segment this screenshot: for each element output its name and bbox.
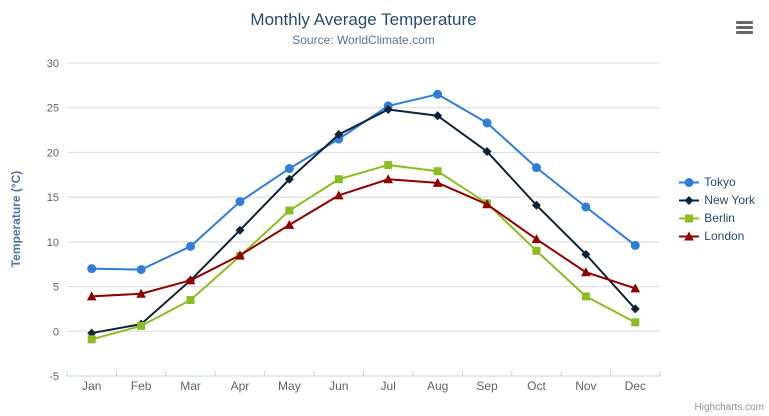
data-point-berlin-aug[interactable] [433, 167, 442, 176]
data-point-tokyo-oct[interactable] [531, 163, 541, 173]
x-axis-label: Feb [131, 379, 152, 393]
data-point-berlin-nov[interactable] [581, 292, 590, 301]
x-axis-label: Dec [625, 379, 646, 393]
export-menu-button[interactable] [736, 21, 753, 34]
data-point-london-may[interactable] [284, 219, 295, 229]
y-axis-label: 15 [47, 192, 59, 204]
legend-item-tokyo[interactable]: Tokyo [679, 175, 755, 189]
series-line-berlin [90, 163, 637, 341]
legend: Tokyo New York Berlin London [679, 175, 755, 243]
hamburger-menu-icon [736, 26, 753, 29]
x-axis-label: Jan [82, 379, 101, 393]
legend-marker-circle-icon [679, 177, 700, 187]
data-point-berlin-feb[interactable] [137, 321, 146, 330]
legend-label: Tokyo [704, 175, 736, 189]
hamburger-menu-icon [736, 21, 753, 24]
data-point-new-york-jun[interactable] [334, 130, 344, 140]
data-point-new-york-dec[interactable] [630, 304, 640, 314]
chart-title: Monthly Average Temperature [250, 10, 477, 29]
data-point-berlin-dec[interactable] [631, 318, 640, 327]
data-point-tokyo-may[interactable] [284, 164, 294, 174]
data-point-tokyo-mar[interactable] [186, 241, 196, 251]
y-axis-label: 5 [53, 282, 59, 294]
data-point-london-apr[interactable] [235, 250, 245, 260]
y-axis-label: 30 [47, 58, 59, 70]
legend-marker-shape [684, 177, 694, 187]
data-point-new-york-oct[interactable] [531, 200, 541, 210]
data-point-berlin-may[interactable] [285, 206, 294, 215]
legend-marker-square-icon [679, 214, 700, 222]
legend-item-london[interactable]: London [679, 229, 755, 243]
data-point-berlin-oct[interactable] [532, 246, 541, 255]
data-point-london-jan[interactable] [86, 291, 97, 301]
x-axis-label: Nov [575, 379, 596, 393]
data-point-new-york-jul[interactable] [383, 105, 393, 115]
legend-label: New York [704, 193, 755, 207]
y-axis-label: 10 [47, 237, 59, 249]
x-axis-label: Oct [527, 379, 546, 393]
data-point-new-york-nov[interactable] [581, 249, 591, 259]
series-line-tokyo [90, 93, 637, 271]
data-point-london-jun[interactable] [333, 190, 344, 200]
data-point-london-sep[interactable] [482, 199, 492, 209]
data-point-tokyo-sep[interactable] [482, 118, 492, 128]
y-axis-label: 0 [53, 326, 59, 338]
legend-marker-shape [684, 231, 695, 240]
data-point-berlin-jul[interactable] [384, 160, 393, 169]
legend-label: London [704, 229, 745, 243]
data-point-london-feb[interactable] [136, 288, 146, 298]
data-point-berlin-jan[interactable] [87, 335, 96, 344]
y-axis-label: 25 [47, 103, 59, 115]
y-axis-title: Temperature (°C) [9, 171, 23, 268]
data-point-london-oct[interactable] [531, 234, 542, 244]
data-point-new-york-sep[interactable] [482, 147, 492, 157]
x-axis-label: Jul [381, 379, 396, 393]
data-point-london-aug[interactable] [432, 177, 443, 187]
credits-link[interactable]: Highcharts.com [694, 402, 764, 413]
x-axis-label: Apr [231, 379, 250, 393]
data-point-berlin-jun[interactable] [334, 175, 343, 184]
series-line-new-york [90, 108, 637, 335]
data-point-berlin-mar[interactable] [186, 295, 195, 304]
legend-marker-diamond-icon [679, 195, 700, 205]
data-point-tokyo-jan[interactable] [87, 264, 97, 274]
legend-item-berlin[interactable]: Berlin [679, 211, 755, 225]
y-axis-label: -5 [49, 371, 59, 383]
data-point-tokyo-nov[interactable] [581, 202, 591, 212]
legend-marker-triangle-icon [679, 231, 700, 240]
data-point-tokyo-aug[interactable] [433, 89, 443, 99]
x-axis-label: Jun [329, 379, 348, 393]
x-axis-label: May [278, 379, 301, 393]
data-point-tokyo-dec[interactable] [630, 240, 640, 250]
chart-subtitle: Source: WorldClimate.com [292, 33, 435, 47]
data-point-tokyo-apr[interactable] [235, 197, 245, 207]
y-axis-label: 20 [47, 147, 59, 159]
data-point-london-jul[interactable] [383, 174, 394, 184]
legend-marker-shape [685, 214, 694, 222]
x-axis-label: Sep [476, 379, 498, 393]
data-point-london-dec[interactable] [630, 283, 641, 293]
legend-marker-shape [684, 195, 694, 205]
x-axis-label: Aug [427, 379, 448, 393]
data-point-new-york-jan[interactable] [87, 328, 97, 338]
data-point-london-nov[interactable] [581, 267, 591, 277]
legend-label: Berlin [704, 211, 735, 225]
hamburger-menu-icon [736, 31, 753, 34]
data-point-tokyo-feb[interactable] [136, 265, 146, 275]
series-line-london [90, 178, 637, 298]
x-axis-label: Mar [180, 379, 201, 393]
data-point-london-mar[interactable] [185, 275, 196, 285]
data-point-new-york-aug[interactable] [433, 111, 443, 121]
data-point-new-york-apr[interactable] [235, 225, 245, 235]
legend-item-new-york[interactable]: New York [679, 193, 755, 207]
data-point-new-york-may[interactable] [284, 174, 294, 184]
